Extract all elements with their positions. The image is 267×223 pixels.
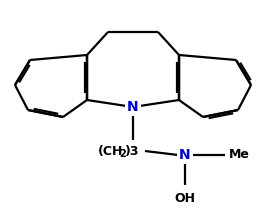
Text: OH: OH xyxy=(175,192,195,205)
Text: N: N xyxy=(179,148,191,162)
Text: Me: Me xyxy=(229,149,250,161)
Text: (CH: (CH xyxy=(98,145,123,157)
Text: N: N xyxy=(127,100,139,114)
Text: )3: )3 xyxy=(125,145,139,157)
Text: 2: 2 xyxy=(119,149,126,159)
